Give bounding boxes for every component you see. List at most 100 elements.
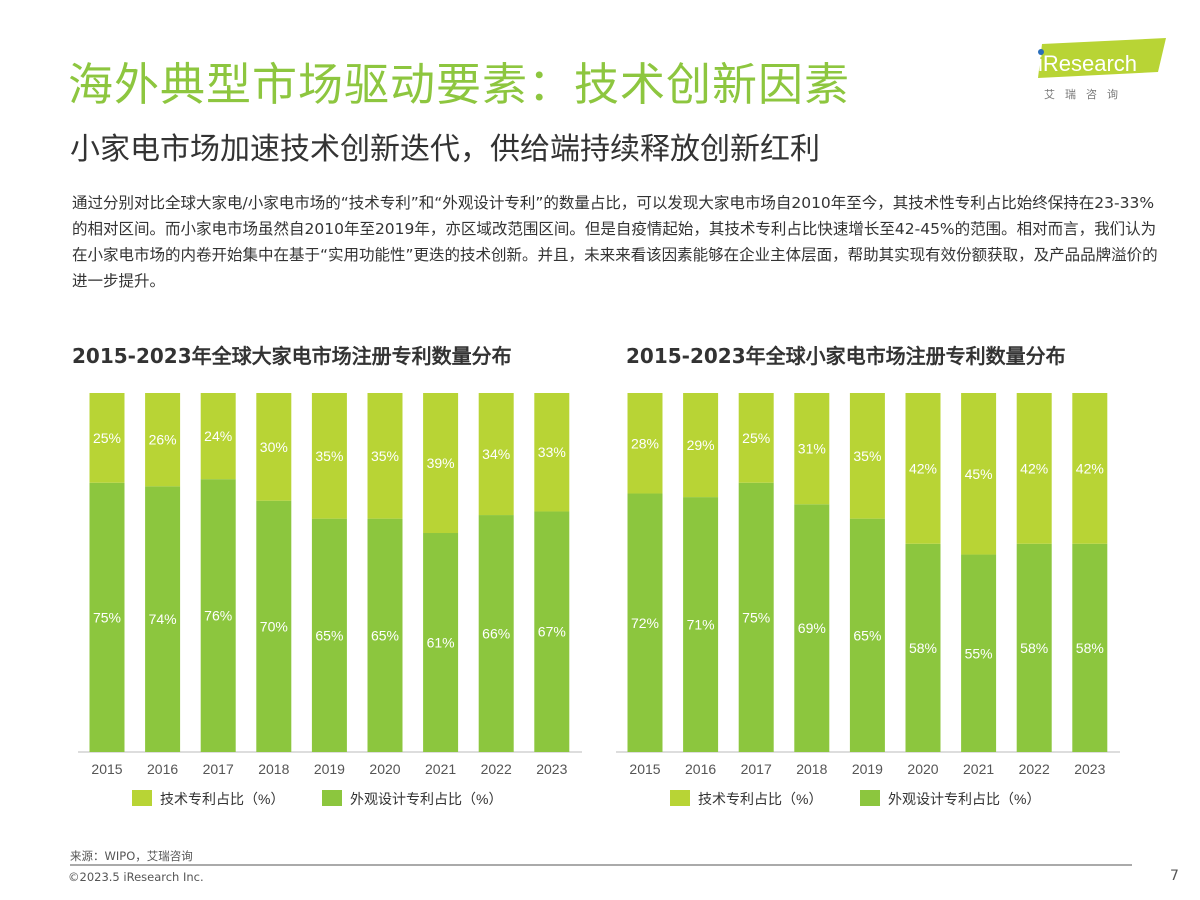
- x-tick-label: 2018: [796, 761, 827, 777]
- data-label-tech-2018: 31%: [798, 441, 826, 457]
- data-label-tech-2020: 42%: [909, 460, 937, 476]
- data-label-design-2015: 75%: [93, 609, 121, 625]
- data-label-tech-2019: 35%: [853, 448, 881, 464]
- bar-tech-2021: [423, 393, 459, 534]
- data-label-design-2021: 61%: [427, 635, 455, 651]
- copyright: ©2023.5 iResearch Inc.: [68, 870, 204, 884]
- x-tick-label: 2016: [147, 761, 178, 777]
- svg-text:艾瑞咨询: 艾瑞咨询: [1044, 87, 1128, 101]
- bar-tech-2018: [794, 393, 830, 505]
- x-tick-label: 2020: [907, 761, 938, 777]
- bar-design-2017: [200, 479, 236, 752]
- chart-large-appliance: 75% 25% 2015 74% 26% 2016 76% 24% 2017 70% 30% 2018…: [78, 393, 582, 807]
- bar-design-2015: [627, 493, 663, 752]
- bar-tech-2019: [849, 393, 885, 519]
- bar-design-2021: [423, 533, 459, 752]
- legend-label: 外观设计专利占比（%）: [350, 791, 502, 807]
- x-tick-label: 2022: [1019, 761, 1050, 777]
- x-tick-label: 2015: [91, 761, 122, 777]
- bar-tech-2018: [256, 393, 292, 501]
- data-label-design-2018: 69%: [798, 620, 826, 636]
- data-label-design-2020: 58%: [909, 640, 937, 656]
- x-tick-label: 2017: [203, 761, 234, 777]
- x-tick-label: 2019: [852, 761, 883, 777]
- bar-design-2015: [89, 482, 125, 752]
- data-label-design-2023: 58%: [1076, 640, 1104, 656]
- data-label-design-2019: 65%: [853, 627, 881, 643]
- bar-tech-2015: [627, 393, 663, 494]
- bar-tech-2022: [1016, 393, 1052, 544]
- x-tick-label: 2021: [425, 761, 456, 777]
- data-label-design-2017: 75%: [742, 609, 770, 625]
- footer-divider: [70, 864, 1132, 866]
- bar-design-2023: [1072, 543, 1108, 752]
- x-tick-label: 2017: [741, 761, 772, 777]
- data-label-tech-2016: 26%: [149, 432, 177, 448]
- bar-tech-2015: [89, 393, 125, 483]
- bar-design-2022: [1016, 543, 1052, 752]
- data-label-design-2015: 72%: [631, 615, 659, 631]
- bar-tech-2020: [367, 393, 403, 519]
- bar-tech-2022: [478, 393, 514, 516]
- data-label-tech-2021: 39%: [427, 455, 455, 471]
- data-label-tech-2023: 42%: [1076, 460, 1104, 476]
- data-label-tech-2017: 25%: [742, 430, 770, 446]
- bar-tech-2023: [534, 393, 570, 512]
- x-tick-label: 2023: [1074, 761, 1105, 777]
- bar-tech-2016: [145, 393, 181, 487]
- legend-label: 技术专利占比（%）: [698, 791, 822, 807]
- x-tick-label: 2022: [481, 761, 512, 777]
- legend-label: 技术专利占比（%）: [160, 791, 284, 807]
- data-label-design-2020: 65%: [371, 627, 399, 643]
- page-subtitle: 小家电市场加速技术创新迭代，供给端持续释放创新红利: [70, 132, 820, 167]
- body-paragraph: 通过分别对比全球大家电/小家电市场的“技术专利”和“外观设计专利”的数量占比，可…: [72, 194, 1158, 290]
- legend-swatch: [670, 790, 690, 806]
- iresearch-logo: iResearch 艾瑞咨询: [1030, 38, 1170, 108]
- data-label-tech-2017: 24%: [204, 428, 232, 444]
- bar-design-2020: [367, 518, 403, 752]
- chart-title-large-appliance: 2015-2023年全球大家电市场注册专利数量分布: [72, 344, 512, 368]
- bar-design-2023: [534, 511, 570, 752]
- x-tick-label: 2015: [629, 761, 660, 777]
- data-label-design-2019: 65%: [315, 627, 343, 643]
- data-label-tech-2020: 35%: [371, 448, 399, 464]
- data-label-tech-2019: 35%: [315, 448, 343, 464]
- bar-tech-2023: [1072, 393, 1108, 544]
- data-label-tech-2018: 30%: [260, 439, 288, 455]
- source-note: 来源：WIPO，艾瑞咨询: [70, 849, 193, 863]
- data-label-design-2023: 67%: [538, 624, 566, 640]
- data-label-design-2022: 58%: [1020, 640, 1048, 656]
- x-tick-label: 2019: [314, 761, 345, 777]
- x-tick-label: 2023: [536, 761, 567, 777]
- bar-design-2018: [794, 504, 830, 752]
- page-number: 7: [1170, 868, 1179, 884]
- bar-design-2018: [256, 500, 292, 752]
- page-title: 海外典型市场驱动要素：技术创新因素: [68, 58, 851, 111]
- x-tick-label: 2020: [369, 761, 400, 777]
- bar-design-2019: [849, 518, 885, 752]
- data-label-tech-2015: 28%: [631, 435, 659, 451]
- x-tick-label: 2021: [963, 761, 994, 777]
- data-label-design-2018: 70%: [260, 618, 288, 634]
- bar-tech-2017: [738, 393, 774, 483]
- bar-tech-2019: [311, 393, 347, 519]
- bar-design-2022: [478, 515, 514, 752]
- data-label-tech-2015: 25%: [93, 430, 121, 446]
- legend-label: 外观设计专利占比（%）: [888, 791, 1040, 807]
- bar-design-2019: [311, 518, 347, 752]
- data-label-design-2021: 55%: [965, 645, 993, 661]
- svg-text:iResearch: iResearch: [1038, 51, 1137, 76]
- data-label-design-2016: 71%: [687, 617, 715, 633]
- x-tick-label: 2016: [685, 761, 716, 777]
- data-label-design-2016: 74%: [149, 611, 177, 627]
- data-label-tech-2022: 42%: [1020, 460, 1048, 476]
- bar-tech-2016: [683, 393, 719, 498]
- data-label-tech-2016: 29%: [687, 437, 715, 453]
- bar-tech-2021: [961, 393, 997, 555]
- bar-tech-2017: [200, 393, 236, 480]
- legend-swatch: [860, 790, 880, 806]
- legend-swatch: [322, 790, 342, 806]
- bar-design-2016: [683, 497, 719, 752]
- bar-tech-2020: [905, 393, 941, 544]
- bar-design-2016: [145, 486, 181, 752]
